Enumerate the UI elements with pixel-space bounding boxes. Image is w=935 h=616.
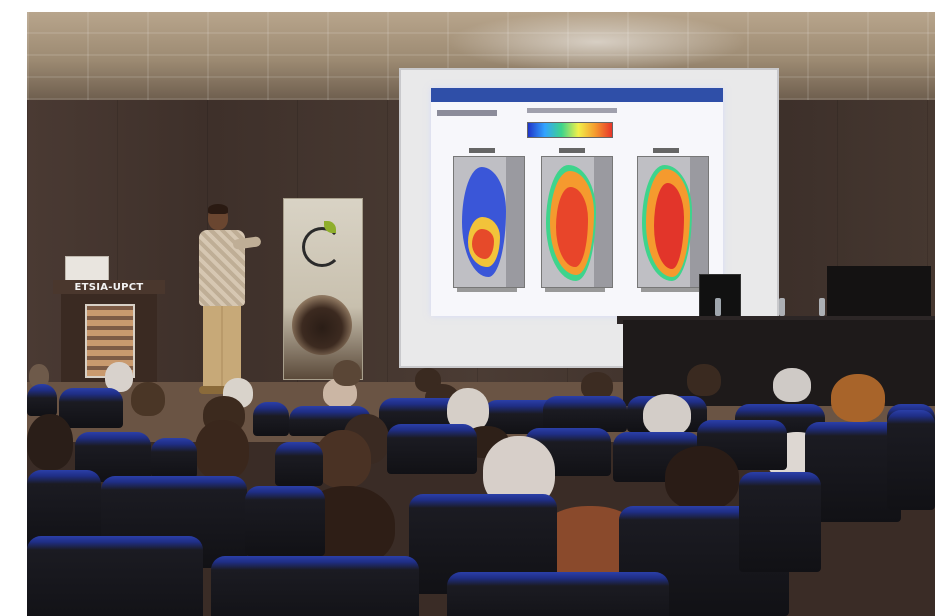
map-land (506, 157, 524, 287)
auditorium-seat (245, 486, 325, 556)
water-bottle (779, 298, 785, 316)
audience-head (105, 362, 133, 392)
water-bottle (715, 298, 721, 316)
banner-leaf-icon (324, 221, 336, 233)
projected-slide (431, 88, 723, 316)
lectern-sign: ETSIA-UPCT (74, 282, 144, 293)
audience-head (315, 430, 371, 488)
map-panel-label-3 (653, 148, 679, 153)
presenter-trousers (203, 304, 241, 388)
auditorium-seat (447, 572, 669, 616)
banner-hands-soil-image (292, 295, 352, 355)
audience-head (643, 394, 691, 436)
slide-colorbar (527, 122, 613, 138)
lectern-top (53, 280, 165, 294)
auditorium-seat (211, 556, 419, 616)
auditorium-seat (805, 422, 901, 522)
audience-head (333, 360, 361, 386)
audience-head (665, 446, 739, 510)
audience-head (131, 382, 165, 416)
slide-header-bar (431, 88, 723, 102)
slide-colorbar-caption (527, 108, 617, 113)
banner-logo-icon (302, 227, 342, 267)
auditorium-seat (27, 384, 57, 416)
map-panel-2 (541, 156, 613, 288)
auditorium-seat (887, 410, 935, 510)
auditorium-seat (275, 442, 323, 486)
map-axis-2 (545, 288, 605, 292)
map-land (690, 157, 708, 287)
map-axis-1 (457, 288, 517, 292)
monitor-right (827, 266, 931, 318)
map-region-red (556, 187, 588, 267)
presenter-hair (208, 204, 228, 214)
audience-head (195, 420, 249, 480)
laptop (65, 256, 109, 282)
auditorium-seat (739, 472, 821, 572)
audience-head (687, 364, 721, 396)
map-axis-3 (641, 288, 701, 292)
map-panel-label-1 (469, 148, 495, 153)
auditorium-seat (543, 396, 627, 432)
auditorium-seat (151, 438, 197, 478)
map-panel-label-2 (559, 148, 585, 153)
auditorium-seat (59, 388, 123, 428)
map-region-red (472, 229, 494, 259)
presenter-shoes (199, 386, 245, 394)
auditorium-seat (387, 424, 477, 474)
slide-subtitle (437, 110, 497, 116)
ceiling-light (447, 12, 747, 72)
map-panel-1 (453, 156, 525, 288)
audience-head (29, 364, 49, 388)
audience-head (831, 374, 885, 422)
audience-head (581, 372, 613, 400)
auditorium-seat (253, 402, 289, 436)
map-land (594, 157, 612, 287)
water-bottle (819, 298, 825, 316)
audience-head (773, 368, 811, 402)
map-panel-3 (637, 156, 709, 288)
audience-head (27, 414, 73, 470)
lecture-hall-photo: ETSIA-UPCT (27, 12, 935, 616)
roll-up-banner (283, 198, 363, 380)
map-region-red (654, 183, 684, 269)
auditorium-seat (27, 536, 203, 616)
